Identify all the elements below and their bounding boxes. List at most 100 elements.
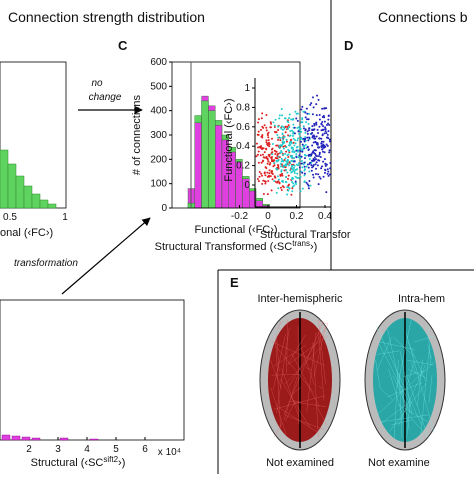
point — [295, 153, 297, 155]
point — [325, 130, 327, 132]
tick-label: 0 — [244, 180, 250, 191]
point — [267, 158, 269, 160]
point — [321, 121, 323, 123]
point — [319, 137, 321, 139]
tick-label: -0.2 — [231, 211, 249, 222]
exponent: x 10⁴ — [158, 447, 181, 458]
point — [328, 115, 330, 117]
point — [259, 147, 261, 149]
point — [326, 144, 328, 146]
point — [307, 139, 309, 141]
point — [261, 117, 263, 119]
arrow-text: change — [89, 92, 122, 103]
point — [256, 143, 258, 145]
point — [318, 183, 320, 185]
point — [279, 139, 281, 141]
point — [328, 151, 330, 153]
point — [295, 181, 297, 183]
tick-label: 4 — [84, 444, 90, 455]
point — [299, 150, 301, 152]
point — [308, 129, 310, 131]
point — [287, 178, 289, 180]
point — [293, 184, 295, 186]
bar — [32, 438, 40, 440]
point — [279, 114, 281, 116]
point — [300, 176, 302, 178]
point — [311, 129, 313, 131]
panel-label: E — [230, 275, 239, 290]
point — [306, 113, 308, 115]
point — [285, 157, 287, 159]
panel-d: D Functional (‹FC›) Structural Transfor … — [223, 38, 353, 241]
point — [266, 172, 268, 174]
point — [314, 156, 316, 158]
panel-e: E Inter-hemispheric Intra-hem Not examin… — [230, 275, 445, 469]
point — [259, 171, 261, 173]
panel-label: D — [344, 38, 353, 53]
point — [303, 147, 305, 149]
point — [321, 108, 323, 110]
point — [269, 154, 271, 156]
point — [288, 184, 290, 186]
x-label: Structural Transformed (‹SCtrans›) — [155, 239, 318, 253]
point — [290, 194, 292, 196]
point — [322, 129, 324, 131]
tick-label: 0.2 — [236, 161, 250, 172]
point — [292, 178, 294, 180]
point — [308, 137, 310, 139]
point — [278, 159, 280, 161]
tick-label: 5 — [113, 444, 119, 455]
bar — [0, 150, 8, 208]
point — [295, 150, 297, 152]
point — [283, 148, 285, 150]
point — [291, 146, 293, 148]
point — [303, 162, 305, 164]
brain-title: Intra-hem — [398, 293, 445, 305]
bar — [8, 164, 16, 208]
point — [320, 123, 322, 125]
point — [282, 139, 284, 141]
tick-label: 300 — [150, 130, 167, 141]
point — [309, 104, 311, 106]
point — [325, 132, 327, 134]
point — [277, 156, 279, 158]
point — [285, 176, 287, 178]
point — [306, 165, 308, 167]
point — [303, 125, 305, 127]
point — [311, 170, 313, 172]
point — [271, 138, 273, 140]
axes-box — [0, 300, 184, 440]
point — [281, 180, 283, 182]
point — [289, 142, 291, 144]
point — [267, 193, 269, 195]
point — [321, 146, 323, 148]
caption: Not examined — [266, 457, 334, 469]
point — [257, 178, 259, 180]
point — [307, 133, 309, 135]
point — [298, 162, 300, 164]
point — [258, 162, 260, 164]
bar — [16, 176, 24, 208]
point — [300, 131, 302, 133]
point — [322, 125, 324, 127]
point — [259, 176, 261, 178]
point — [271, 171, 273, 173]
point — [288, 164, 290, 166]
panel-label: C — [118, 38, 128, 53]
bar — [48, 204, 56, 208]
point — [285, 131, 287, 133]
point — [329, 149, 331, 151]
point — [311, 132, 313, 134]
point — [318, 160, 320, 162]
point — [302, 188, 304, 190]
point — [300, 137, 302, 139]
tick-label: 500 — [150, 81, 167, 92]
point — [267, 136, 269, 138]
point — [308, 155, 310, 157]
point — [315, 103, 317, 105]
point — [297, 139, 299, 141]
point — [305, 116, 307, 118]
point — [283, 186, 285, 188]
